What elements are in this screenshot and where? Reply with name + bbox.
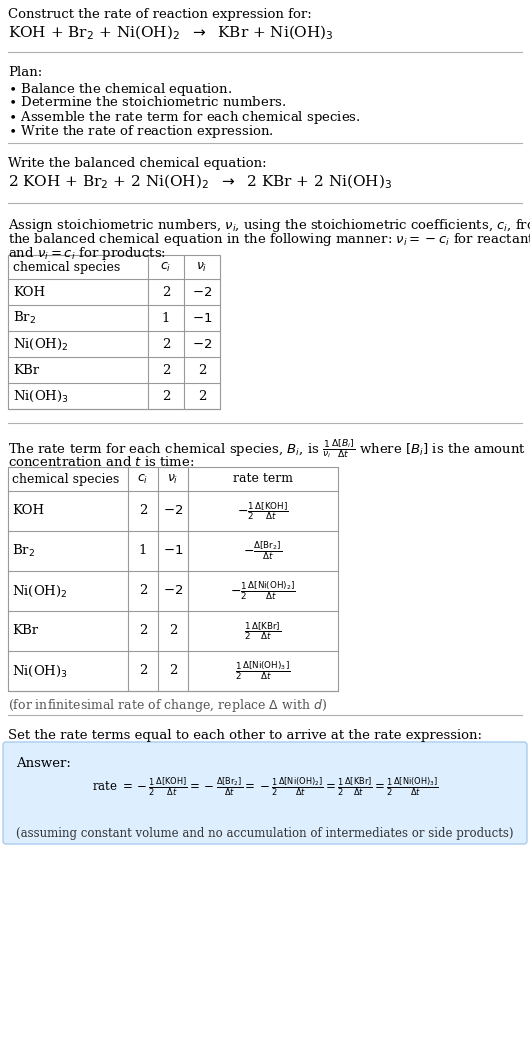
Text: 2: 2: [162, 364, 170, 376]
Text: Write the balanced chemical equation:: Write the balanced chemical equation:: [8, 157, 267, 170]
Text: The rate term for each chemical species, $B_i$, is $\frac{1}{\nu_i}\frac{\Delta[: The rate term for each chemical species,…: [8, 437, 526, 460]
Text: 2: 2: [139, 585, 147, 597]
Text: $\bullet$ Balance the chemical equation.: $\bullet$ Balance the chemical equation.: [8, 81, 232, 98]
Bar: [8, 467, 338, 691]
Text: $c_i$: $c_i$: [137, 472, 148, 486]
Text: 2: 2: [139, 504, 147, 518]
Text: $-2$: $-2$: [163, 504, 183, 518]
Text: KOH + Br$_2$ + Ni(OH)$_2$  $\rightarrow$  KBr + Ni(OH)$_3$: KOH + Br$_2$ + Ni(OH)$_2$ $\rightarrow$ …: [8, 24, 334, 43]
Text: rate term: rate term: [233, 472, 293, 486]
Text: Ni(OH)$_3$: Ni(OH)$_3$: [13, 389, 69, 403]
Text: KBr: KBr: [12, 624, 38, 638]
Text: Set the rate terms equal to each other to arrive at the rate expression:: Set the rate terms equal to each other t…: [8, 729, 482, 742]
Text: $\bullet$ Write the rate of reaction expression.: $\bullet$ Write the rate of reaction exp…: [8, 123, 274, 140]
Text: 2: 2: [139, 624, 147, 638]
Text: 2: 2: [162, 286, 170, 298]
Text: Construct the rate of reaction expression for:: Construct the rate of reaction expressio…: [8, 8, 312, 21]
Text: KOH: KOH: [13, 286, 45, 298]
Text: Assign stoichiometric numbers, $\nu_i$, using the stoichiometric coefficients, $: Assign stoichiometric numbers, $\nu_i$, …: [8, 217, 530, 234]
Text: 2: 2: [139, 665, 147, 677]
Text: 2: 2: [198, 364, 206, 376]
Text: $\nu_i$: $\nu_i$: [196, 260, 208, 274]
Text: Br$_2$: Br$_2$: [12, 543, 35, 560]
Text: (assuming constant volume and no accumulation of intermediates or side products): (assuming constant volume and no accumul…: [16, 826, 514, 840]
Text: rate $= -\frac{1}{2}\frac{\Delta[\mathrm{KOH}]}{\Delta t} = -\frac{\Delta[\mathr: rate $= -\frac{1}{2}\frac{\Delta[\mathrm…: [92, 776, 438, 798]
Text: KBr: KBr: [13, 364, 39, 376]
Text: 2: 2: [169, 665, 177, 677]
Text: (for infinitesimal rate of change, replace $\Delta$ with $d$): (for infinitesimal rate of change, repla…: [8, 697, 327, 714]
Text: $-2$: $-2$: [192, 338, 212, 350]
Text: Plan:: Plan:: [8, 66, 42, 79]
Text: 2: 2: [162, 390, 170, 402]
Text: $c_i$: $c_i$: [161, 260, 172, 274]
Text: $-\frac{1}{2}\frac{\Delta[\mathrm{Ni(OH)_2}]}{\Delta t}$: $-\frac{1}{2}\frac{\Delta[\mathrm{Ni(OH)…: [230, 579, 296, 602]
Text: $-2$: $-2$: [192, 286, 212, 298]
Text: 1: 1: [162, 312, 170, 324]
Text: $\frac{1}{2}\frac{\Delta[\mathrm{Ni(OH)_3}]}{\Delta t}$: $\frac{1}{2}\frac{\Delta[\mathrm{Ni(OH)_…: [235, 660, 291, 683]
Text: Br$_2$: Br$_2$: [13, 309, 36, 326]
Text: Answer:: Answer:: [16, 756, 71, 770]
Text: 2: 2: [162, 338, 170, 350]
Text: $\frac{1}{2}\frac{\Delta[\mathrm{KBr}]}{\Delta t}$: $\frac{1}{2}\frac{\Delta[\mathrm{KBr}]}{…: [244, 620, 281, 642]
Text: $-1$: $-1$: [163, 545, 183, 557]
Text: Ni(OH)$_2$: Ni(OH)$_2$: [12, 584, 68, 598]
Text: the balanced chemical equation in the following manner: $\nu_i = -c_i$ for react: the balanced chemical equation in the fo…: [8, 231, 530, 248]
Text: 2: 2: [169, 624, 177, 638]
Text: chemical species: chemical species: [13, 260, 120, 273]
Text: $\bullet$ Assemble the rate term for each chemical species.: $\bullet$ Assemble the rate term for eac…: [8, 109, 361, 126]
Text: $\bullet$ Determine the stoichiometric numbers.: $\bullet$ Determine the stoichiometric n…: [8, 95, 286, 109]
Text: $\nu_i$: $\nu_i$: [167, 472, 179, 486]
Text: $-2$: $-2$: [163, 585, 183, 597]
Text: $-\frac{\Delta[\mathrm{Br_2}]}{\Delta t}$: $-\frac{\Delta[\mathrm{Br_2}]}{\Delta t}…: [243, 540, 282, 563]
FancyBboxPatch shape: [3, 742, 527, 844]
Text: 2: 2: [198, 390, 206, 402]
Text: Ni(OH)$_3$: Ni(OH)$_3$: [12, 664, 68, 678]
Bar: [8, 255, 220, 410]
Text: $-\frac{1}{2}\frac{\Delta[\mathrm{KOH}]}{\Delta t}$: $-\frac{1}{2}\frac{\Delta[\mathrm{KOH}]}…: [237, 500, 289, 522]
Text: chemical species: chemical species: [12, 472, 119, 486]
Text: concentration and $t$ is time:: concentration and $t$ is time:: [8, 455, 195, 469]
Text: Ni(OH)$_2$: Ni(OH)$_2$: [13, 337, 68, 351]
Text: 2 KOH + Br$_2$ + 2 Ni(OH)$_2$  $\rightarrow$  2 KBr + 2 Ni(OH)$_3$: 2 KOH + Br$_2$ + 2 Ni(OH)$_2$ $\rightarr…: [8, 173, 392, 192]
Text: KOH: KOH: [12, 504, 44, 518]
Text: $-1$: $-1$: [192, 312, 212, 324]
Text: and $\nu_i = c_i$ for products:: and $\nu_i = c_i$ for products:: [8, 245, 166, 262]
Text: 1: 1: [139, 545, 147, 557]
